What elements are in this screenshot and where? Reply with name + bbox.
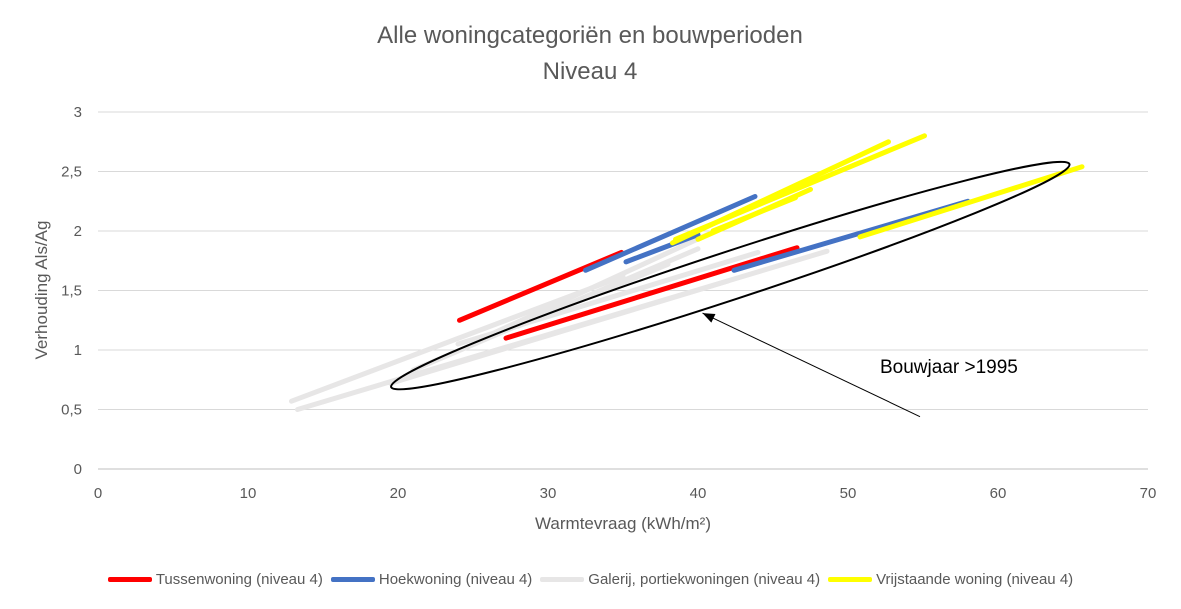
series-3 [670, 133, 1085, 246]
x-axis-label: Warmtevraag (kWh/m²) [535, 514, 711, 533]
x-tick-label: 50 [840, 485, 857, 502]
legend-label: Vrijstaande woning (niveau 4) [876, 570, 1074, 588]
y-axis-label: Verhouding Als/Ag [32, 221, 51, 360]
x-tick-label: 10 [240, 485, 257, 502]
legend-swatch [828, 576, 873, 582]
y-tick-label: 0 [74, 461, 82, 478]
chart-title: Alle woningcategoriën en bouwperioden [377, 22, 803, 49]
legend: Tussenwoning (niveau 4) Hoekwoning (nivea… [0, 566, 1181, 592]
y-tick-label: 1,5 [61, 283, 82, 300]
y-tick-label: 2,5 [61, 164, 82, 181]
series-line-segment [673, 133, 927, 242]
series-line-segment [485, 222, 731, 339]
x-tick-labels: 0 10 20 30 40 50 60 70 [94, 485, 1157, 502]
y-tick-labels: 0 0,5 1 1,5 2 2,5 3 [61, 104, 82, 478]
x-tick-label: 40 [690, 485, 707, 502]
annotation-arrowhead [702, 313, 716, 323]
y-tick-label: 2 [74, 223, 82, 240]
annotation: Bouwjaar >1995 [390, 160, 1071, 418]
annotation-arrow [702, 312, 921, 418]
x-tick-label: 0 [94, 485, 102, 502]
x-tick-label: 20 [390, 485, 407, 502]
legend-item: Tussenwoning (niveau 4) [107, 570, 323, 588]
series-line-segment [503, 245, 800, 341]
gridlines [98, 111, 1148, 470]
legend-label: Hoekwoning (niveau 4) [378, 570, 533, 588]
y-tick-label: 1 [74, 342, 82, 359]
annotation-label: Bouwjaar >1995 [880, 357, 1018, 378]
legend-swatch [540, 576, 585, 582]
series-0 [289, 222, 830, 412]
legend-swatch [330, 576, 375, 582]
legend-item: Hoekwoning (niveau 4) [330, 570, 533, 588]
x-tick-label: 60 [990, 485, 1007, 502]
legend-label: Tussenwoning (niveau 4) [155, 570, 323, 588]
series-line-segment [388, 278, 731, 386]
x-tick-label: 70 [1140, 485, 1157, 502]
legend-item: Galerij, portiekwoningen (niveau 4) [540, 571, 820, 588]
series-line-segment [710, 195, 798, 234]
annotation-ellipse [390, 160, 1071, 391]
y-tick-label: 3 [74, 104, 82, 121]
chart-subtitle: Niveau 4 [543, 58, 638, 85]
legend-label: Galerij, portiekwoningen (niveau 4) [588, 570, 821, 588]
legend-swatch [107, 576, 152, 582]
x-tick-label: 30 [540, 485, 557, 502]
y-tick-label: 0,5 [61, 402, 82, 419]
series-line-segment [583, 194, 758, 273]
series-line-segment [857, 164, 1085, 240]
legend-item: Vrijstaande woning (niveau 4) [828, 571, 1073, 588]
